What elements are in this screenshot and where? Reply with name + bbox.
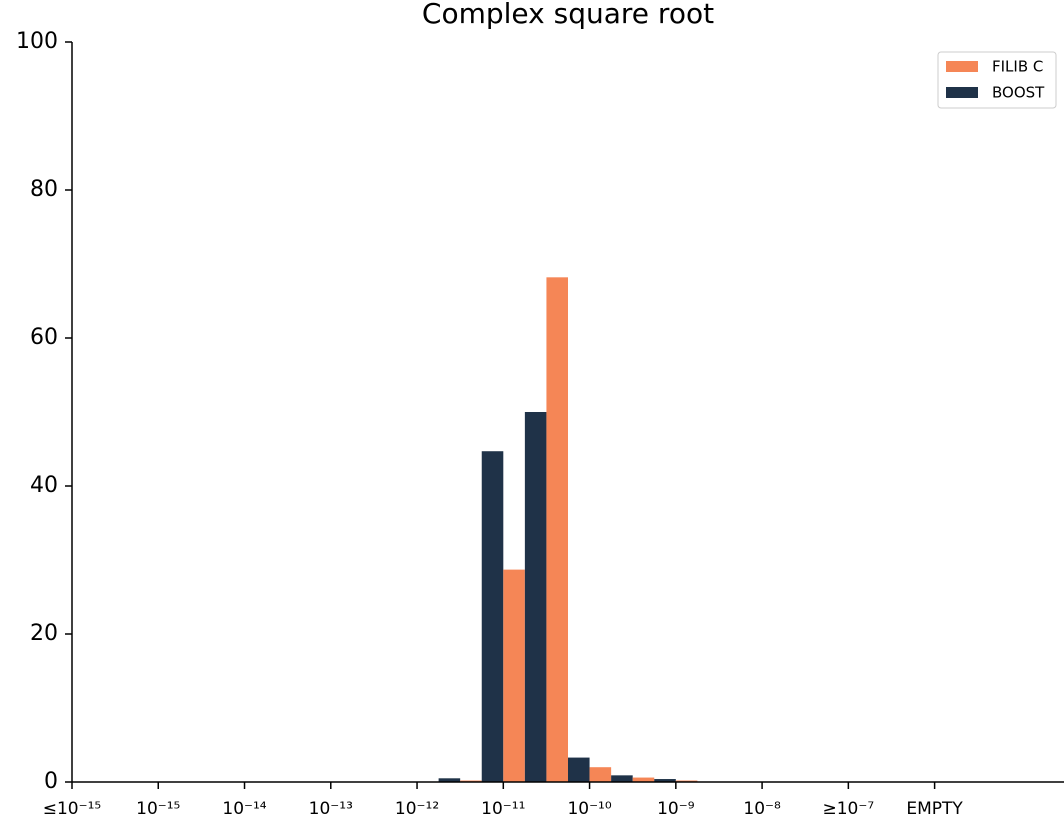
y-tick-label: 80 — [30, 177, 58, 202]
x-tick-label: 10⁻¹⁰ — [567, 799, 611, 819]
bar — [568, 757, 590, 782]
x-tick-label: 10⁻¹⁵ — [136, 799, 180, 819]
x-tick-label: 10⁻¹³ — [309, 799, 353, 819]
bar — [611, 775, 633, 782]
legend-swatch — [946, 61, 978, 72]
y-tick-label: 40 — [30, 473, 58, 498]
x-tick-label: 10⁻¹⁴ — [222, 799, 266, 819]
bar — [524, 412, 547, 782]
x-tick-label: EMPTY — [906, 799, 963, 819]
legend-label: BOOST — [992, 84, 1045, 102]
bar — [589, 767, 612, 782]
bar — [632, 777, 655, 782]
bar — [654, 779, 676, 782]
x-tick-label: 10⁻¹² — [395, 799, 439, 819]
y-tick-label: 100 — [16, 29, 58, 54]
chart-title: Complex square root — [422, 0, 714, 30]
bar — [546, 277, 568, 782]
bar — [503, 569, 525, 782]
y-tick-label: 0 — [44, 769, 58, 794]
bar — [481, 451, 504, 782]
x-tick-label: ≤10⁻¹⁵ — [43, 799, 101, 819]
y-tick-label: 60 — [30, 325, 58, 350]
legend-swatch — [946, 87, 978, 98]
x-tick-label: 10⁻⁸ — [743, 799, 781, 819]
legend-label: FILIB C — [992, 58, 1043, 76]
x-tick-label: 10⁻¹¹ — [481, 799, 525, 819]
bar — [438, 778, 461, 782]
x-tick-label: ≥10⁻⁷ — [823, 799, 875, 819]
x-tick-label: 10⁻⁹ — [657, 799, 695, 819]
y-tick-label: 20 — [30, 621, 58, 646]
